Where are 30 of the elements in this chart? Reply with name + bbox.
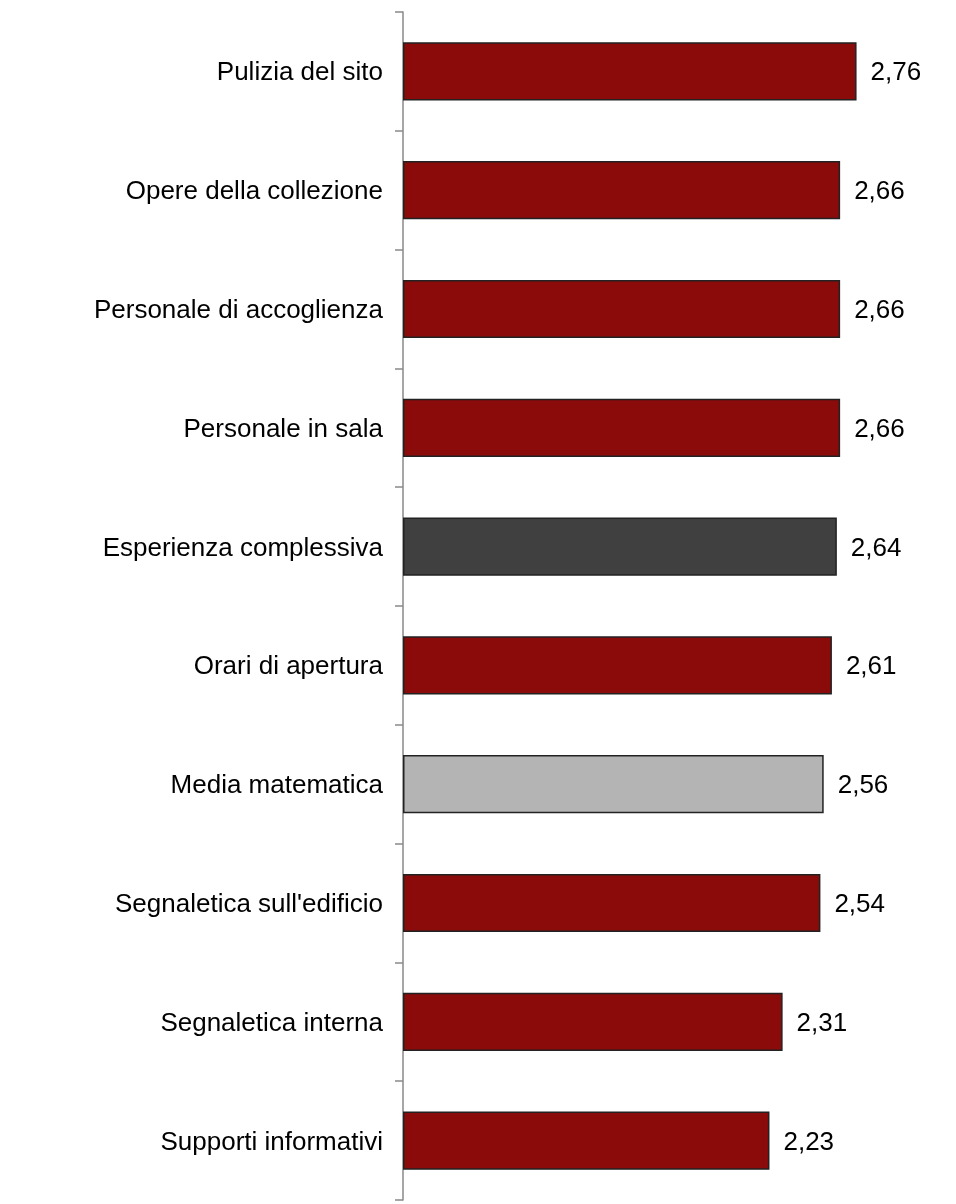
data-label: 2,76: [870, 56, 922, 87]
y-tick-label: Supporti informativi: [160, 1125, 383, 1156]
bar: [403, 873, 821, 933]
data-label: 2,56: [837, 769, 889, 800]
y-tick-label: Opere della collezione: [125, 175, 383, 206]
y-tick-label: Pulizia del sito: [216, 56, 383, 87]
y-tick-label: Esperienza complessiva: [102, 531, 384, 562]
y-tick-label: Media matematica: [170, 769, 384, 800]
bar: [403, 398, 841, 457]
data-label: 2,61: [845, 650, 897, 681]
data-label: 2,66: [854, 412, 905, 443]
y-tick-label: Orari di apertura: [193, 650, 384, 681]
y-tick-label: Segnaletica sull'edificio: [114, 888, 383, 918]
y-tick-label: Segnaletica interna: [160, 1006, 384, 1037]
data-label: 2,31: [796, 1006, 848, 1037]
y-tick-label: Personale in sala: [183, 412, 384, 443]
bar: [403, 636, 832, 695]
bar: [403, 161, 841, 220]
data-label: 2,23: [783, 1125, 835, 1156]
data-label: 2,66: [854, 294, 905, 324]
bar: [403, 42, 857, 101]
bar: [403, 992, 783, 1051]
bar: [403, 517, 837, 576]
data-label: 2,66: [854, 175, 905, 206]
y-tick-label: Personale di accoglienza: [93, 294, 384, 324]
bar: [403, 1111, 770, 1170]
data-label: 2,64: [850, 531, 902, 562]
bar: [403, 279, 841, 339]
bar: [403, 755, 824, 814]
data-label: 2,54: [834, 888, 886, 918]
